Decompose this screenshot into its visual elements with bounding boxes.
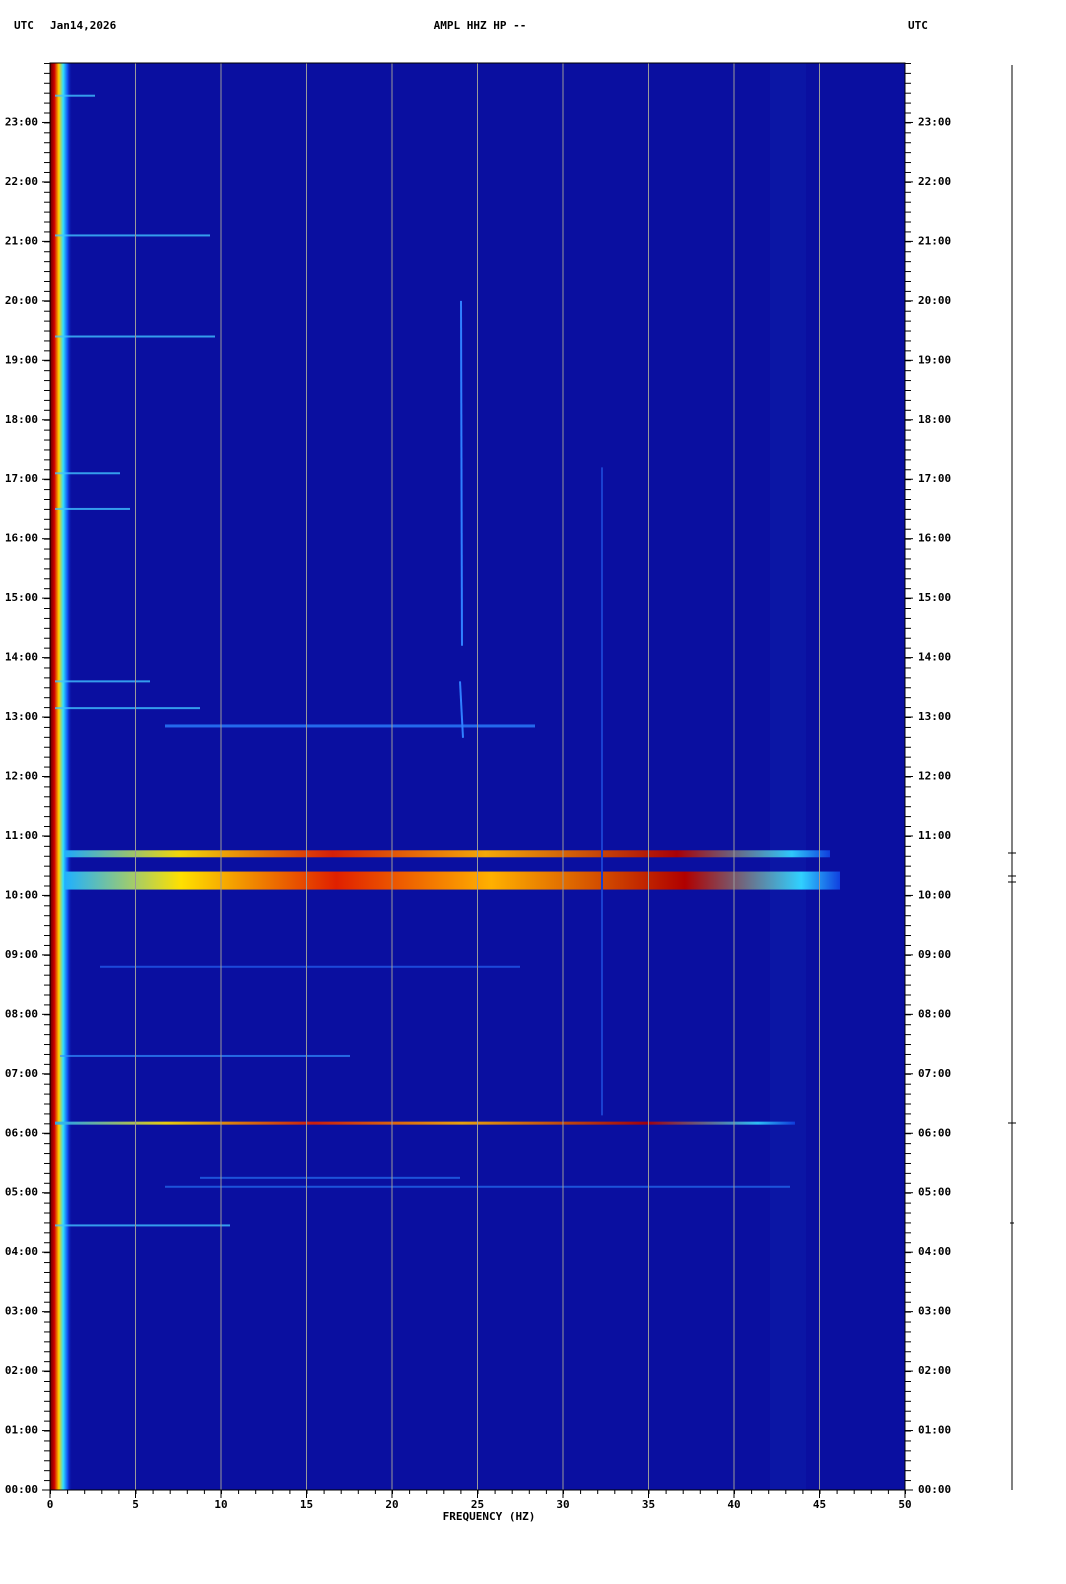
y-tick-label: 11:00 — [5, 829, 38, 842]
energy-streak — [459, 681, 464, 738]
energy-streak — [55, 1224, 230, 1227]
y-tick-label-right: 02:00 — [918, 1364, 951, 1377]
y-tick-label-right: 12:00 — [918, 770, 951, 783]
energy-streak — [55, 94, 95, 97]
y-tick-label-right: 13:00 — [918, 710, 951, 723]
y-tick-label: 04:00 — [5, 1245, 38, 1258]
y-tick-label: 19:00 — [5, 353, 38, 366]
x-tick-label: 40 — [727, 1498, 740, 1511]
energy-streak — [55, 1121, 795, 1125]
y-tick-label: 18:00 — [5, 413, 38, 426]
energy-streak — [60, 1054, 350, 1057]
x-tick-label: 30 — [556, 1498, 569, 1511]
energy-streak — [55, 707, 200, 710]
y-tick-label: 12:00 — [5, 770, 38, 783]
date-label: Jan14,2026 — [50, 19, 117, 32]
y-tick-label: 17:00 — [5, 472, 38, 485]
x-tick-label: 50 — [898, 1498, 911, 1511]
noise-strip — [770, 63, 806, 1490]
low-frequency-energy — [50, 63, 72, 1490]
x-tick-label: 20 — [385, 1498, 398, 1511]
y-tick-label-right: 05:00 — [918, 1186, 951, 1199]
y-tick-label: 00:00 — [5, 1483, 38, 1496]
y-tick-label: 15:00 — [5, 591, 38, 604]
y-tick-label-right: 11:00 — [918, 829, 951, 842]
trace-panel — [1008, 65, 1016, 1490]
y-tick-label: 03:00 — [5, 1305, 38, 1318]
x-tick-label: 15 — [300, 1498, 313, 1511]
y-tick-label: 22:00 — [5, 175, 38, 188]
y-tick-label: 07:00 — [5, 1067, 38, 1080]
y-tick-label: 20:00 — [5, 294, 38, 307]
x-axis-label: FREQUENCY (HZ) — [443, 1510, 536, 1523]
y-tick-label-right: 17:00 — [918, 472, 951, 485]
y-tick-label: 16:00 — [5, 532, 38, 545]
y-tick-label-right: 20:00 — [918, 294, 951, 307]
y-tick-label-right: 04:00 — [918, 1245, 951, 1258]
y-tick-label-right: 21:00 — [918, 234, 951, 247]
y-tick-label-right: 19:00 — [918, 353, 951, 366]
y-tick-label: 02:00 — [5, 1364, 38, 1377]
x-tick-label: 45 — [813, 1498, 826, 1511]
y-tick-label-right: 14:00 — [918, 651, 951, 664]
y-tick-label-right: 07:00 — [918, 1067, 951, 1080]
x-tick-label: 0 — [47, 1498, 54, 1511]
y-tick-label-right: 06:00 — [918, 1126, 951, 1139]
energy-streak — [65, 850, 830, 858]
y-tick-label-right: 18:00 — [918, 413, 951, 426]
y-tick-label-right: 00:00 — [918, 1483, 951, 1496]
y-tick-label-right: 22:00 — [918, 175, 951, 188]
energy-streak — [55, 472, 120, 475]
timezone-label-right: UTC — [908, 19, 928, 32]
energy-streak — [200, 1176, 460, 1179]
chart-title: AMPL HHZ HP -- — [434, 19, 527, 32]
y-tick-label: 08:00 — [5, 1007, 38, 1020]
y-tick-label-right: 08:00 — [918, 1007, 951, 1020]
y-tick-label-right: 16:00 — [918, 532, 951, 545]
timezone-label: UTC — [14, 19, 34, 32]
y-tick-label-right: 09:00 — [918, 948, 951, 961]
x-tick-label: 35 — [642, 1498, 655, 1511]
energy-streak — [165, 724, 535, 728]
x-tick-label: 10 — [214, 1498, 227, 1511]
energy-streak — [65, 871, 840, 890]
energy-streak — [460, 300, 463, 646]
y-tick-label: 10:00 — [5, 888, 38, 901]
y-tick-label: 09:00 — [5, 948, 38, 961]
y-tick-label: 14:00 — [5, 651, 38, 664]
y-tick-label: 01:00 — [5, 1424, 38, 1437]
y-tick-label-right: 01:00 — [918, 1424, 951, 1437]
y-tick-label-right: 03:00 — [918, 1305, 951, 1318]
y-tick-label: 05:00 — [5, 1186, 38, 1199]
y-tick-label: 13:00 — [5, 710, 38, 723]
y-tick-label-right: 23:00 — [918, 115, 951, 128]
energy-streak — [55, 680, 150, 683]
x-tick-label: 5 — [132, 1498, 139, 1511]
energy-streak — [55, 234, 210, 237]
y-tick-label: 06:00 — [5, 1126, 38, 1139]
energy-streak — [55, 507, 130, 510]
y-tick-label-right: 10:00 — [918, 888, 951, 901]
y-tick-label: 23:00 — [5, 115, 38, 128]
y-tick-label-right: 15:00 — [918, 591, 951, 604]
energy-streak — [100, 965, 520, 968]
y-tick-label: 21:00 — [5, 234, 38, 247]
x-tick-label: 25 — [471, 1498, 484, 1511]
plot-frame — [49, 62, 906, 1491]
